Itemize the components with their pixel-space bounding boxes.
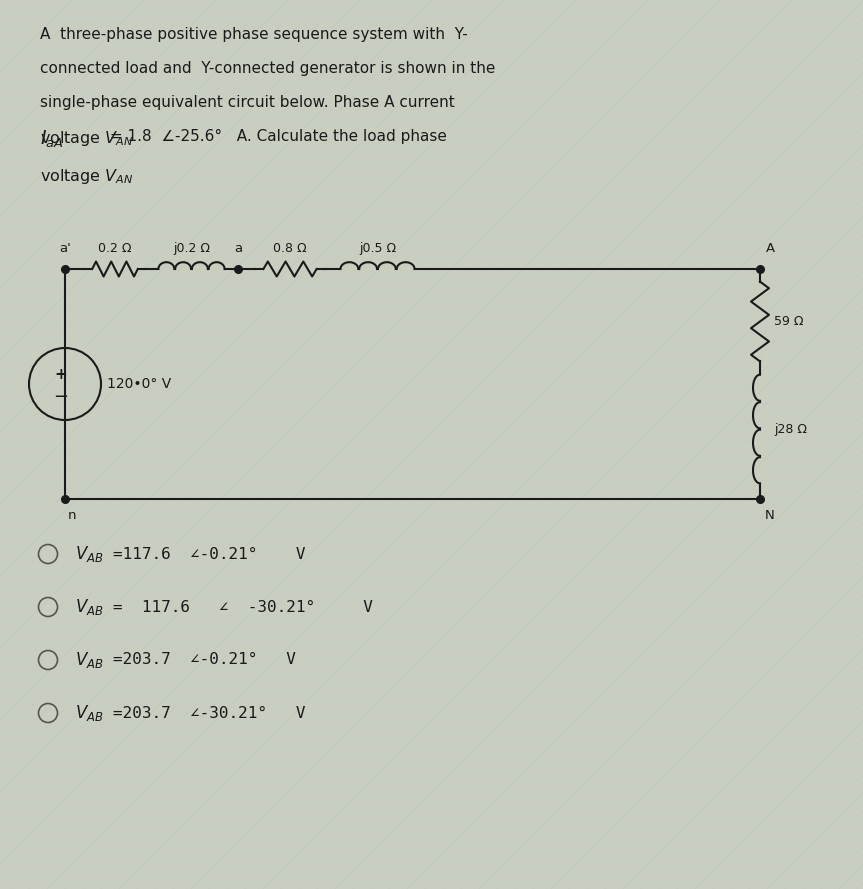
Text: voltage $V_{AN}$: voltage $V_{AN}$ bbox=[40, 129, 134, 148]
Text: −: − bbox=[54, 388, 68, 406]
Text: n: n bbox=[68, 509, 77, 522]
Text: j28 Ω: j28 Ω bbox=[774, 422, 807, 436]
Text: $V_{AB}$: $V_{AB}$ bbox=[75, 544, 104, 564]
Text: j0.5 Ω: j0.5 Ω bbox=[359, 242, 396, 255]
Text: $V_{AB}$: $V_{AB}$ bbox=[75, 703, 104, 723]
Text: =203.7  ∠-0.21°   V: =203.7 ∠-0.21° V bbox=[113, 653, 296, 668]
Text: N: N bbox=[765, 509, 775, 522]
Text: 0.8 Ω: 0.8 Ω bbox=[274, 242, 307, 255]
Text: single-phase equivalent circuit below. Phase A current: single-phase equivalent circuit below. P… bbox=[40, 95, 455, 110]
Text: =117.6  ∠-0.21°    V: =117.6 ∠-0.21° V bbox=[113, 547, 306, 562]
Text: connected load and  Y-connected generator is shown in the: connected load and Y-connected generator… bbox=[40, 61, 495, 76]
Text: $V_{AB}$: $V_{AB}$ bbox=[75, 650, 104, 670]
Text: voltage $V_{AN}$: voltage $V_{AN}$ bbox=[40, 167, 134, 186]
Text: = 1.8  ∠-25.6°   A. Calculate the load phase: = 1.8 ∠-25.6° A. Calculate the load phas… bbox=[105, 129, 447, 144]
Text: A: A bbox=[766, 242, 775, 255]
Text: $I_{aA}$: $I_{aA}$ bbox=[40, 129, 64, 150]
Text: j0.2 Ω: j0.2 Ω bbox=[173, 242, 210, 255]
Text: A  three-phase positive phase sequence system with  Y-: A three-phase positive phase sequence sy… bbox=[40, 27, 468, 42]
Text: $V_{AB}$: $V_{AB}$ bbox=[75, 597, 104, 617]
Text: 0.2 Ω: 0.2 Ω bbox=[98, 242, 132, 255]
Text: a: a bbox=[234, 242, 242, 255]
Text: +: + bbox=[54, 366, 67, 381]
Text: 120•0° V: 120•0° V bbox=[107, 377, 171, 391]
Text: =  117.6   ∠  -30.21°     V: = 117.6 ∠ -30.21° V bbox=[113, 599, 373, 614]
Text: a': a' bbox=[60, 242, 71, 255]
Text: =203.7  ∠-30.21°   V: =203.7 ∠-30.21° V bbox=[113, 706, 306, 720]
Text: 59 Ω: 59 Ω bbox=[774, 315, 803, 328]
